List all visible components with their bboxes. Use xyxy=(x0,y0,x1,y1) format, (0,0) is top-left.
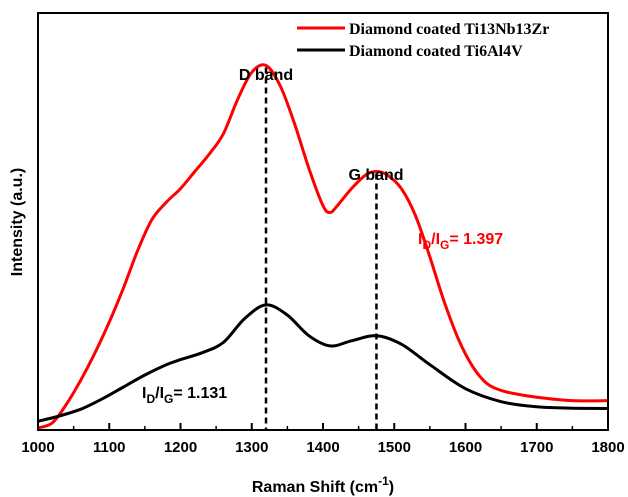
ratio-black-sub-g: G xyxy=(164,392,173,406)
x-tick-label: 1300 xyxy=(235,439,268,456)
ratio-red-value: = 1.397 xyxy=(449,231,503,248)
g-band-label: G band xyxy=(348,167,403,184)
ratio-red-sub-d: D xyxy=(422,238,431,252)
axis-ticks xyxy=(37,423,609,430)
x-tick-label: 1000 xyxy=(21,439,54,456)
x-tick-label: 1200 xyxy=(164,439,197,456)
band-markers xyxy=(264,67,378,430)
x-tick-label: 1800 xyxy=(591,439,624,456)
plot-frame xyxy=(37,12,609,431)
legend: Diamond coated Ti13Nb13Zr Diamond coated… xyxy=(297,21,549,60)
x-axis-title-sup: -1 xyxy=(378,474,389,488)
x-tick-label: 1500 xyxy=(378,439,411,456)
ratio-red-i: I xyxy=(418,231,422,248)
legend-label-black: Diamond coated Ti6Al4V xyxy=(349,43,523,60)
ratio-black-value: = 1.131 xyxy=(173,385,227,402)
ratio-red-slash: /I xyxy=(431,231,440,248)
ratio-red-sub-g: G xyxy=(440,238,449,252)
ratio-black-slash: /I xyxy=(155,385,164,402)
x-axis-title-close: ) xyxy=(389,479,394,496)
ratio-black-i: I xyxy=(142,385,146,402)
ratio-annotation-red: ID/IG= 1.397 xyxy=(418,231,503,252)
d-band-label: D band xyxy=(239,67,293,84)
x-axis-title: Raman Shift (cm-1) xyxy=(252,474,394,496)
series-line-ti13nb13zr xyxy=(37,63,609,430)
x-tick-label: 1600 xyxy=(449,439,482,456)
legend-label-red: Diamond coated Ti13Nb13Zr xyxy=(349,21,549,38)
ratio-annotation-black: ID/IG= 1.131 xyxy=(142,385,227,406)
x-tick-label: 1400 xyxy=(306,439,339,456)
x-tick-label: 1100 xyxy=(93,439,126,456)
series-lines xyxy=(37,63,609,430)
y-axis-title: Intensity (a.u.) xyxy=(9,168,26,276)
x-axis-title-main: Raman Shift (cm xyxy=(252,479,378,496)
x-tick-labels: 1000 1100 1200 1300 1400 1500 1600 1700 1800 xyxy=(21,439,624,456)
series-line-ti6al4v xyxy=(37,303,609,423)
ratio-black-sub-d: D xyxy=(146,392,155,406)
x-tick-label: 1700 xyxy=(520,439,553,456)
